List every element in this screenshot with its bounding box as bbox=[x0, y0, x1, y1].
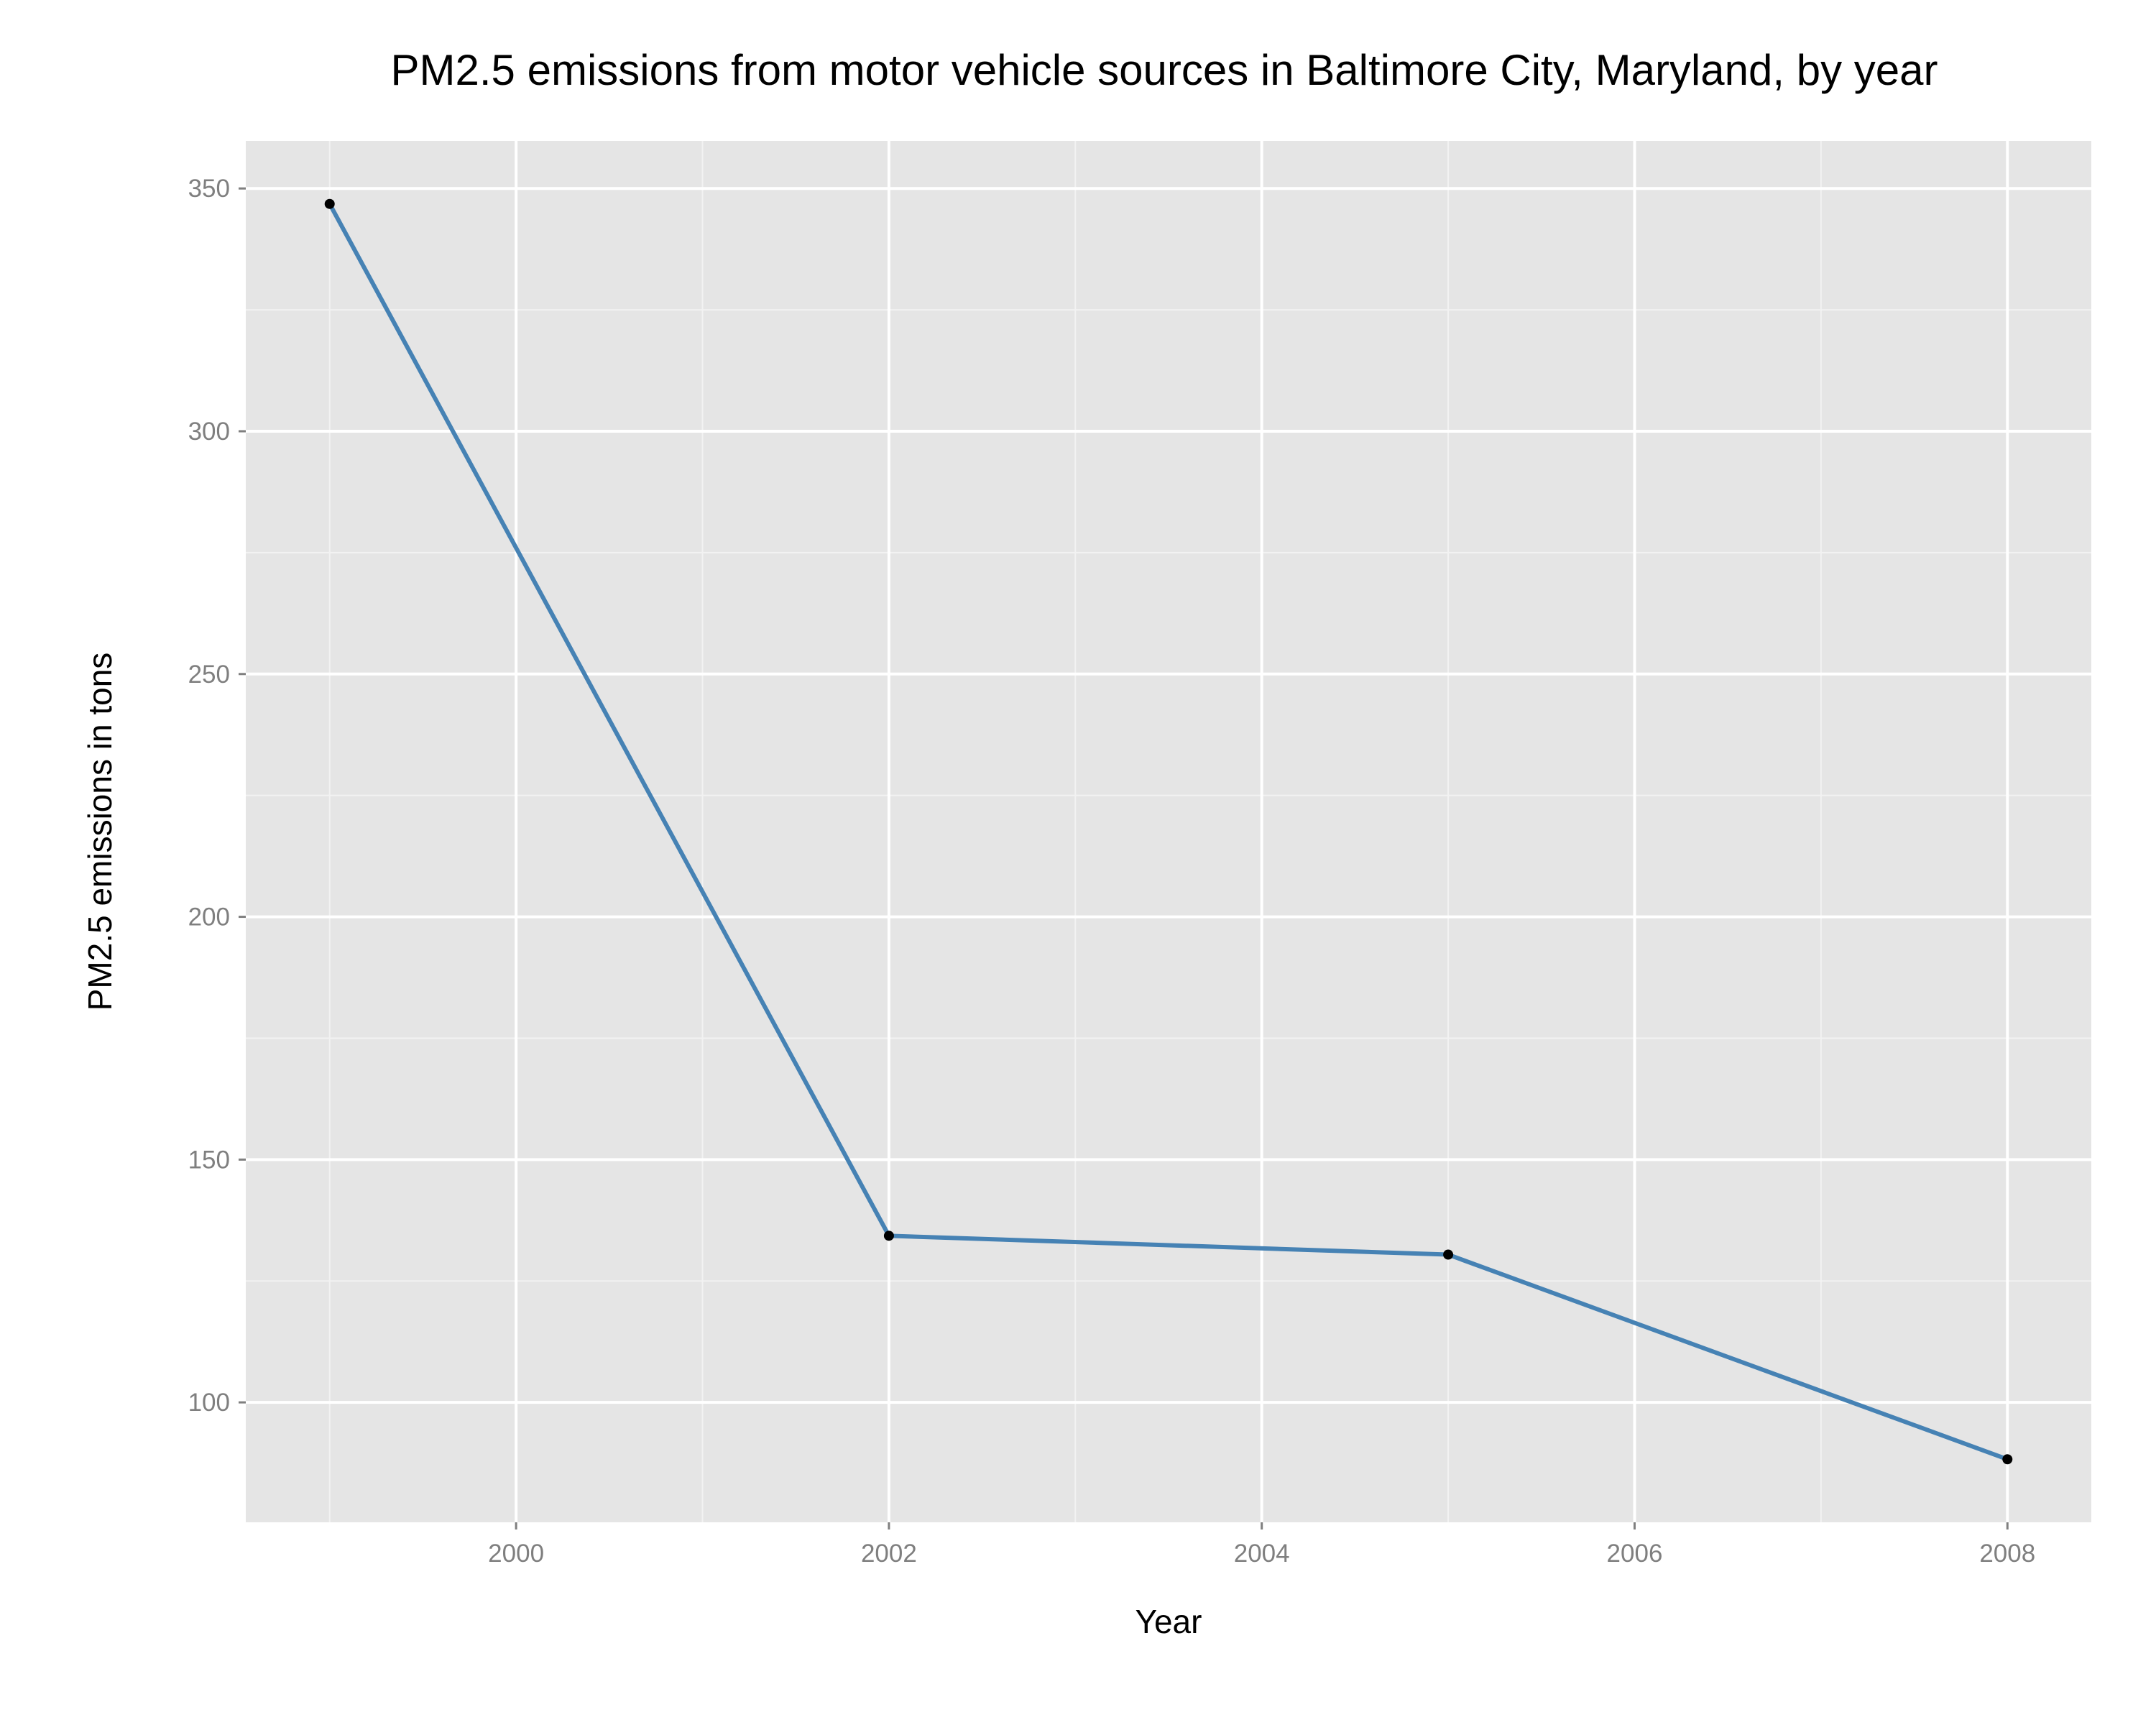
x-tick-label: 2004 bbox=[1234, 1540, 1290, 1568]
plot-panel bbox=[246, 141, 2091, 1522]
minor-grid bbox=[246, 141, 2091, 1522]
axis-ticks bbox=[239, 187, 2009, 1530]
y-tick-label: 200 bbox=[188, 903, 230, 932]
x-tick-label: 2000 bbox=[488, 1540, 544, 1568]
data-point bbox=[324, 198, 335, 209]
y-tick-label: 150 bbox=[188, 1146, 230, 1174]
major-grid bbox=[246, 141, 2091, 1522]
x-axis-title: Year bbox=[1135, 1603, 1202, 1640]
data-layer bbox=[324, 198, 2013, 1465]
data-point bbox=[1443, 1249, 1454, 1260]
x-tick-label: 2002 bbox=[861, 1540, 917, 1568]
data-point bbox=[2002, 1454, 2013, 1465]
series-line bbox=[327, 201, 2010, 1462]
y-axis-title: PM2.5 emissions in tons bbox=[81, 653, 119, 1011]
y-tick-label: 100 bbox=[188, 1389, 230, 1417]
x-tick-labels: 2000 2002 2004 2006 2008 bbox=[488, 1540, 2035, 1568]
y-tick-label: 350 bbox=[188, 175, 230, 203]
data-point bbox=[883, 1230, 894, 1241]
y-tick-label: 250 bbox=[188, 661, 230, 689]
x-tick-label: 2006 bbox=[1607, 1540, 1663, 1568]
chart-title: PM2.5 emissions from motor vehicle sourc… bbox=[391, 46, 1938, 94]
x-tick-label: 2008 bbox=[1979, 1540, 2035, 1568]
y-tick-label: 300 bbox=[188, 418, 230, 446]
y-tick-labels: 100 150 200 250 300 350 bbox=[188, 175, 230, 1417]
